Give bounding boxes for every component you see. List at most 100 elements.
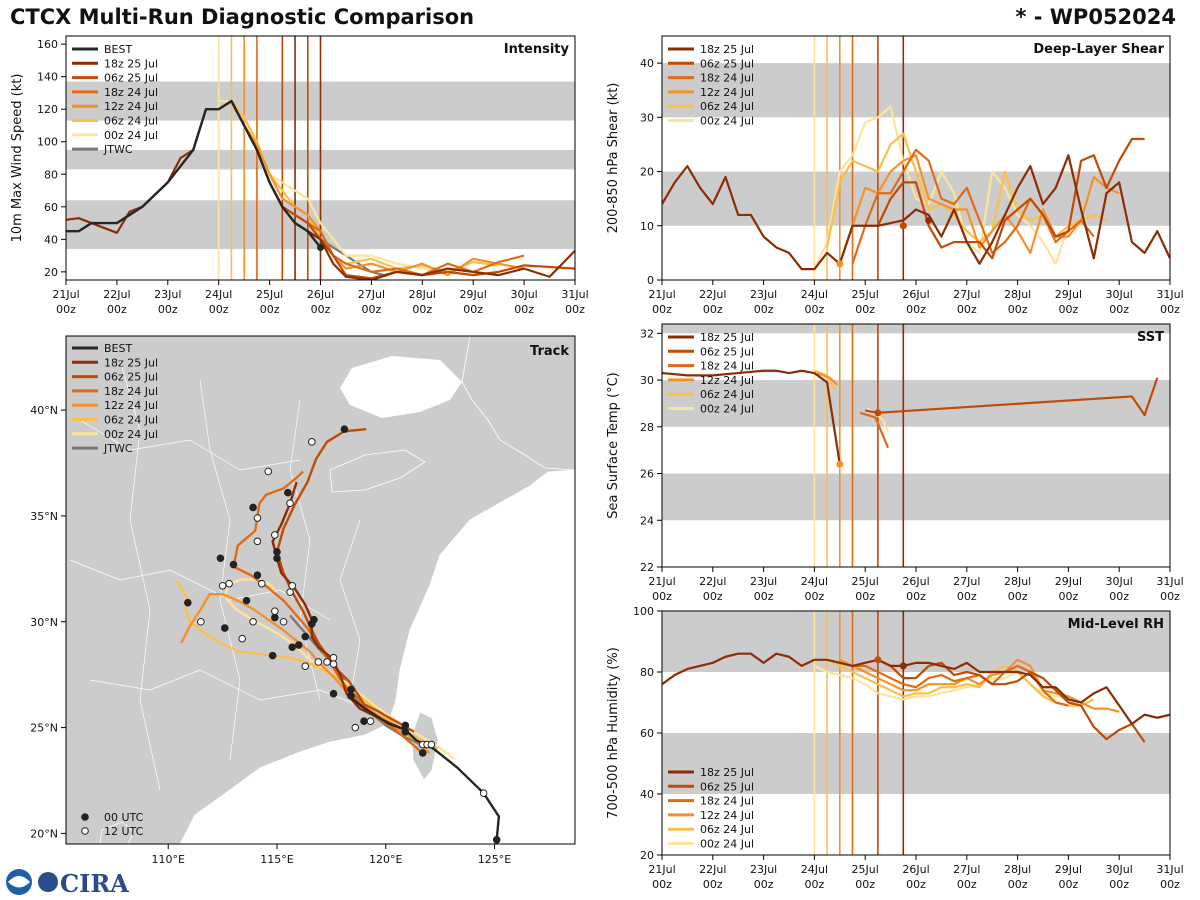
track-position-marker: [310, 615, 318, 624]
shear-xtick-date: 25Jul: [852, 288, 879, 301]
legend-label-18z-25-jul: 18z 25 Jul: [104, 356, 158, 369]
track-position-marker: [249, 617, 257, 626]
intensity-ytick-label: 120: [37, 103, 58, 116]
china-landmass: [66, 336, 575, 844]
storm-id: * - WP052024: [1015, 5, 1176, 29]
intensity-xtick-hour: 00z: [514, 303, 534, 316]
track-position-marker: [279, 617, 288, 626]
shear-xtick-date: 28Jul: [1004, 288, 1031, 301]
track-xtick-label: 115°E: [260, 853, 293, 866]
rh-xtick-date: 28Jul: [1004, 863, 1031, 876]
cira-logo-text: CIRA: [60, 869, 129, 898]
intensity-xtick-date: 25Jul: [256, 288, 283, 301]
intensity-ylabel: 10m Max Wind Speed (kt): [10, 74, 25, 243]
province-borders: [69, 359, 371, 791]
sst-xtick-hour: 00z: [906, 590, 926, 603]
track-ytick-label: 30°N: [30, 616, 58, 629]
shear-xtick-hour: 00z: [957, 303, 977, 316]
intensity-best-endpoint: [317, 243, 324, 251]
sst-xtick-date: 31Jul: [1156, 575, 1183, 588]
sst-xtick-date: 22Jul: [699, 575, 726, 588]
sst-series-06z-25-jul: [865, 377, 1159, 417]
sst-xtick-date: 29Jul: [1055, 575, 1082, 588]
track-position-marker: [271, 531, 279, 539]
intensity-xtick-hour: 00z: [412, 303, 432, 316]
shear-ytick-label: 30: [640, 111, 654, 124]
shear-ytick-label: 10: [640, 220, 654, 233]
track-position-marker: [286, 588, 294, 596]
track-position-marker: [253, 571, 262, 579]
track-position-marker: [347, 692, 355, 700]
sst-xtick-hour: 00z: [805, 590, 825, 603]
intensity-ytick-label: 160: [37, 38, 58, 51]
rh-ytick-label: 20: [640, 849, 654, 862]
intensity-xtick-date: 21Jul: [52, 288, 79, 301]
shear-xtick-hour: 00z: [906, 303, 926, 316]
intensity-xtick-date: 31Jul: [561, 288, 588, 301]
track-position-marker: [294, 641, 303, 649]
legend-label-06z-24-jul: 06z 24 Jul: [700, 100, 754, 113]
rh-xtick-date: 25Jul: [852, 863, 879, 876]
legend-label-06z-24-jul: 06z 24 Jul: [104, 414, 158, 427]
rh-xtick-date: 29Jul: [1055, 863, 1082, 876]
intensity-xtick-hour: 00z: [158, 303, 178, 316]
rh-xtick-hour: 00z: [1160, 878, 1180, 891]
intensity-ytick-label: 140: [37, 71, 58, 84]
intensity-xtick-date: 27Jul: [358, 288, 385, 301]
intensity-xtick-hour: 00z: [107, 303, 127, 316]
shear-marker-0: [836, 260, 844, 268]
shear-xtick-date: 27Jul: [953, 288, 980, 301]
shear-xtick-date: 26Jul: [902, 288, 929, 301]
sst-band-2: [662, 324, 1170, 334]
marker-legend-symbol-00-utc: [81, 813, 89, 821]
legend-label-best: BEST: [104, 43, 132, 56]
legend-label-18z-25-jul: 18z 25 Jul: [104, 57, 158, 70]
track-position-marker: [340, 425, 349, 433]
track-position-marker: [264, 467, 273, 476]
shear-xtick-hour: 00z: [1160, 303, 1180, 316]
korea-peninsula: [461, 336, 575, 471]
legend-label-00z-24-jul: 00z 24 Jul: [104, 129, 158, 142]
track-position-marker: [314, 658, 323, 666]
track-position-marker: [492, 835, 501, 844]
cira-logo: CIRA: [6, 869, 129, 898]
sst-xtick-hour: 00z: [1059, 590, 1079, 603]
shear-xtick-hour: 00z: [805, 303, 825, 316]
rh-xtick-date: 26Jul: [902, 863, 929, 876]
sst-series-18z-25-jul: [662, 369, 841, 465]
track-position-marker: [479, 789, 488, 798]
shear-series-00z-24-jul: [813, 105, 1070, 270]
intensity-xtick-hour: 00z: [260, 303, 280, 316]
rh-ytick-label: 40: [640, 788, 654, 801]
shear-xtick-hour: 00z: [703, 303, 723, 316]
sst-xtick-hour: 00z: [855, 590, 875, 603]
intensity-xtick-date: 28Jul: [409, 288, 436, 301]
shear-series-18z-24-jul: [851, 148, 1095, 265]
shear-marker-1: [899, 222, 907, 230]
sst-xtick-date: 24Jul: [801, 575, 828, 588]
shear-xtick-date: 23Jul: [750, 288, 777, 301]
track-position-marker: [329, 689, 338, 698]
rh-xtick-hour: 00z: [957, 878, 977, 891]
rh-band-0: [662, 733, 1170, 794]
sst-ytick-label: 32: [640, 327, 654, 340]
rh-series-12z-24-jul: [839, 658, 1120, 713]
shear-ytick-label: 0: [647, 274, 654, 287]
track-position-marker: [242, 596, 251, 605]
track-position-marker: [184, 598, 192, 607]
track-position-marker: [225, 579, 233, 588]
sst-xtick-hour: 00z: [754, 590, 774, 603]
legend-label-18z-24-jul: 18z 24 Jul: [700, 795, 754, 808]
sst-xtick-hour: 00z: [1160, 590, 1180, 603]
track-position-marker: [273, 554, 281, 563]
track-position-marker: [218, 581, 227, 590]
intensity-ytick-label: 100: [37, 136, 58, 149]
rh-xtick-date: 31Jul: [1156, 863, 1183, 876]
sst-series-18z-24-jul: [859, 411, 890, 449]
legend-label-18z-24-jul: 18z 24 Jul: [700, 72, 754, 85]
track-xtick-label: 125°E: [478, 853, 511, 866]
shear-xtick-date: 31Jul: [1156, 288, 1183, 301]
sst-plot-area: [662, 324, 1170, 567]
rh-ytick-label: 80: [640, 666, 654, 679]
legend-label-12z-24-jul: 12z 24 Jul: [104, 399, 158, 412]
